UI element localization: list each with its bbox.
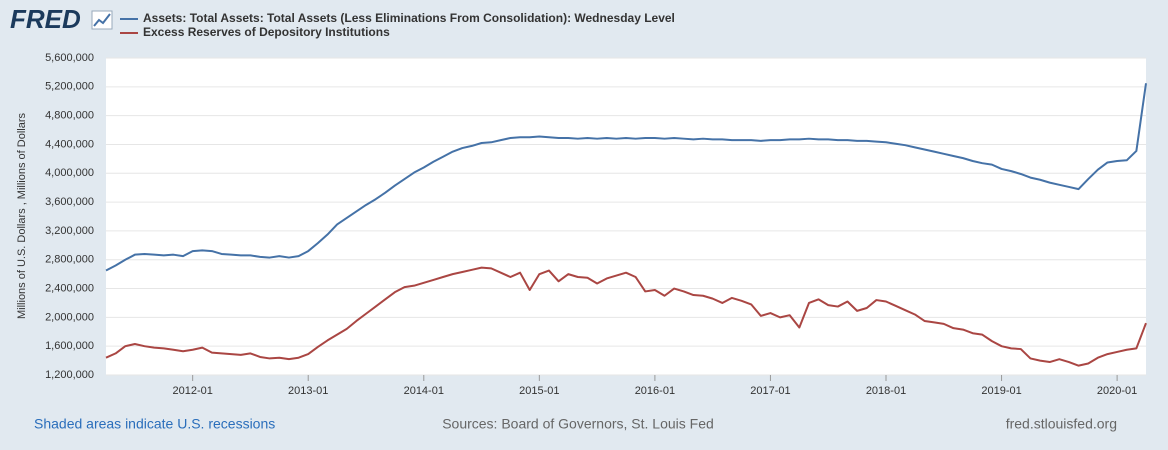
legend-label: Excess Reserves of Depository Institutio…: [143, 25, 390, 39]
y-tick-label: 4,800,000: [45, 110, 94, 122]
y-tick-label: 5,600,000: [45, 52, 94, 64]
y-tick-label: 3,200,000: [45, 225, 94, 237]
y-tick-label: 4,000,000: [45, 167, 94, 179]
y-axis-label: Millions of U.S. Dollars , Millions of D…: [16, 113, 28, 319]
series-line: [105, 83, 1147, 272]
logo-icon: [91, 10, 113, 30]
x-tick-label: 2020-01: [1097, 385, 1137, 397]
x-tick-label: 2012-01: [172, 385, 212, 397]
y-tick-label: 1,600,000: [45, 340, 94, 352]
x-tick-label: 2017-01: [750, 385, 790, 397]
logo[interactable]: FRED: [10, 4, 81, 34]
y-tick-label: 2,800,000: [45, 254, 94, 266]
y-tick-label: 2,000,000: [45, 311, 94, 323]
x-tick-label: 2016-01: [635, 385, 675, 397]
website[interactable]: fred.stlouisfed.org: [1006, 416, 1117, 432]
y-tick-label: 4,400,000: [45, 138, 94, 150]
y-tick-label: 2,400,000: [45, 282, 94, 294]
y-tick-label: 3,600,000: [45, 196, 94, 208]
plot-area: [106, 58, 1146, 375]
legend-label: Assets: Total Assets: Total Assets (Less…: [143, 11, 675, 25]
x-tick-label: 2018-01: [866, 385, 906, 397]
y-tick-label: 1,200,000: [45, 369, 94, 381]
x-tick-label: 2015-01: [519, 385, 559, 397]
y-tick-label: 5,200,000: [45, 81, 94, 93]
series-line: [105, 266, 1147, 367]
x-tick-label: 2019-01: [981, 385, 1021, 397]
recession-note[interactable]: Shaded areas indicate U.S. recessions: [34, 416, 275, 432]
x-tick-label: 2014-01: [404, 385, 444, 397]
x-tick-label: 2013-01: [288, 385, 328, 397]
source: Sources: Board of Governors, St. Louis F…: [442, 416, 714, 432]
